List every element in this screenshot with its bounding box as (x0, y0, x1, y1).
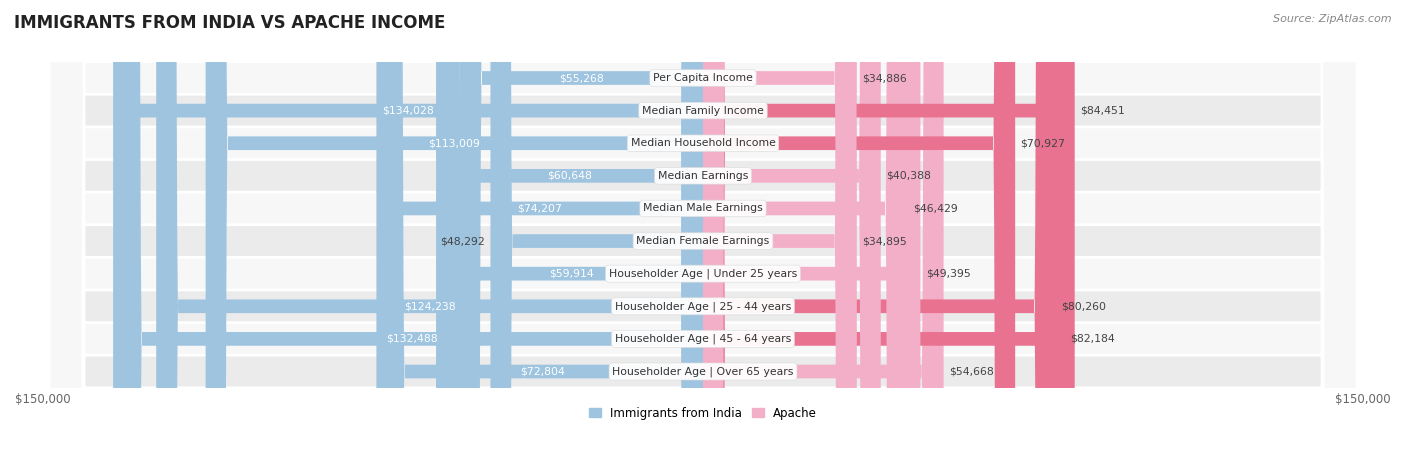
Text: $72,804: $72,804 (520, 367, 565, 376)
FancyBboxPatch shape (382, 0, 703, 467)
Text: Median Family Income: Median Family Income (643, 106, 763, 116)
Text: $55,268: $55,268 (560, 73, 603, 83)
Text: $84,451: $84,451 (1080, 106, 1125, 116)
FancyBboxPatch shape (49, 0, 1357, 467)
Text: $134,028: $134,028 (382, 106, 434, 116)
Text: Householder Age | 45 - 64 years: Householder Age | 45 - 64 years (614, 333, 792, 344)
FancyBboxPatch shape (439, 0, 703, 467)
Text: $46,429: $46,429 (912, 204, 957, 213)
FancyBboxPatch shape (49, 0, 1357, 467)
FancyBboxPatch shape (703, 0, 1056, 467)
Text: $74,207: $74,207 (517, 204, 562, 213)
Text: Median Household Income: Median Household Income (630, 138, 776, 148)
Text: Median Male Earnings: Median Male Earnings (643, 204, 763, 213)
Text: $48,292: $48,292 (440, 236, 485, 246)
Text: IMMIGRANTS FROM INDIA VS APACHE INCOME: IMMIGRANTS FROM INDIA VS APACHE INCOME (14, 14, 446, 32)
Text: Householder Age | Under 25 years: Householder Age | Under 25 years (609, 269, 797, 279)
Text: Per Capita Income: Per Capita Income (652, 73, 754, 83)
Text: $132,488: $132,488 (385, 334, 437, 344)
FancyBboxPatch shape (49, 0, 1357, 467)
FancyBboxPatch shape (49, 0, 1357, 467)
Text: $34,886: $34,886 (862, 73, 907, 83)
FancyBboxPatch shape (460, 0, 703, 467)
FancyBboxPatch shape (49, 0, 1357, 467)
FancyBboxPatch shape (703, 0, 921, 467)
Text: Householder Age | 25 - 44 years: Householder Age | 25 - 44 years (614, 301, 792, 311)
FancyBboxPatch shape (49, 0, 1357, 467)
Text: Median Female Earnings: Median Female Earnings (637, 236, 769, 246)
Text: $49,395: $49,395 (925, 269, 970, 279)
Text: $70,927: $70,927 (1021, 138, 1066, 148)
Text: Source: ZipAtlas.com: Source: ZipAtlas.com (1274, 14, 1392, 24)
FancyBboxPatch shape (377, 0, 703, 467)
Text: $60,648: $60,648 (547, 171, 592, 181)
FancyBboxPatch shape (703, 0, 943, 467)
Text: $82,184: $82,184 (1070, 334, 1115, 344)
FancyBboxPatch shape (703, 0, 907, 467)
FancyBboxPatch shape (49, 0, 1357, 467)
FancyBboxPatch shape (703, 0, 856, 467)
FancyBboxPatch shape (205, 0, 703, 467)
Text: $54,668: $54,668 (949, 367, 994, 376)
FancyBboxPatch shape (703, 0, 1074, 467)
FancyBboxPatch shape (120, 0, 703, 467)
FancyBboxPatch shape (703, 0, 1064, 467)
FancyBboxPatch shape (703, 0, 1015, 467)
FancyBboxPatch shape (49, 0, 1357, 467)
FancyBboxPatch shape (49, 0, 1357, 467)
Legend: Immigrants from India, Apache: Immigrants from India, Apache (585, 402, 821, 425)
Text: $59,914: $59,914 (548, 269, 593, 279)
FancyBboxPatch shape (49, 0, 1357, 467)
FancyBboxPatch shape (156, 0, 703, 467)
Text: $113,009: $113,009 (429, 138, 481, 148)
Text: Median Earnings: Median Earnings (658, 171, 748, 181)
Text: $34,895: $34,895 (862, 236, 907, 246)
Text: $40,388: $40,388 (886, 171, 931, 181)
FancyBboxPatch shape (491, 0, 703, 467)
Text: $124,238: $124,238 (404, 301, 456, 311)
FancyBboxPatch shape (703, 0, 880, 467)
Text: Householder Age | Over 65 years: Householder Age | Over 65 years (612, 366, 794, 377)
Text: $80,260: $80,260 (1062, 301, 1107, 311)
FancyBboxPatch shape (436, 0, 703, 467)
FancyBboxPatch shape (112, 0, 703, 467)
FancyBboxPatch shape (703, 0, 856, 467)
